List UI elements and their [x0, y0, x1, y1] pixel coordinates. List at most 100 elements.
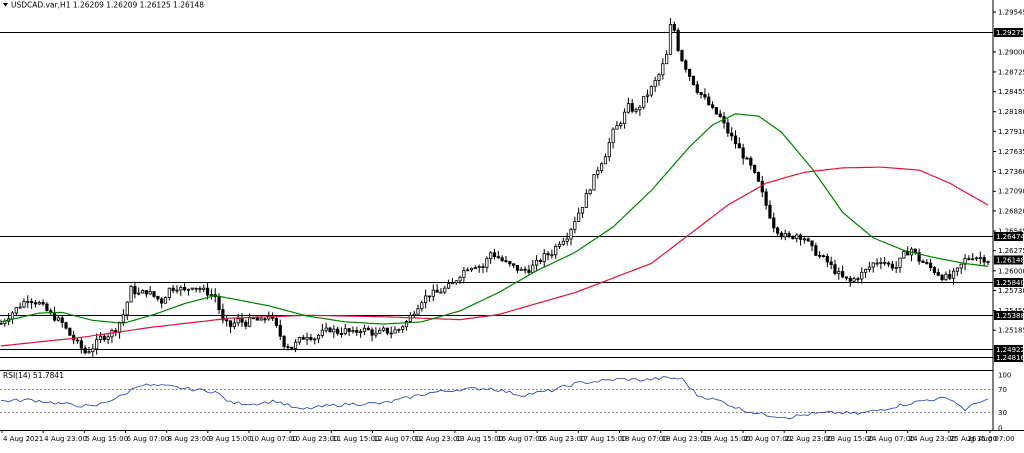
candle-body — [645, 94, 650, 97]
candle-body — [343, 328, 347, 334]
price-pane[interactable] — [0, 0, 994, 430]
candle-body — [316, 334, 321, 340]
candle-body — [867, 266, 872, 270]
candle-body — [772, 217, 776, 229]
candle-body — [607, 142, 611, 158]
candle-body — [603, 156, 608, 165]
candle-body — [538, 260, 543, 263]
level-label-text: 1.29275 — [996, 29, 1024, 37]
candle-body — [378, 329, 382, 334]
candle-body — [554, 246, 558, 256]
candle-body — [30, 301, 34, 304]
candle-body — [764, 191, 768, 206]
candle-body — [749, 157, 753, 166]
candle-body — [940, 274, 944, 281]
candle-body — [932, 267, 937, 273]
candle-body — [821, 255, 826, 258]
candle-body — [26, 301, 30, 303]
candle-body — [328, 327, 332, 333]
level-label-text: 1.25388 — [996, 312, 1024, 320]
candle-body — [833, 264, 837, 274]
time-tick-label: 8 Aug 23:00 — [168, 435, 211, 443]
candle-body — [707, 96, 711, 106]
candle-body — [144, 290, 148, 295]
symbol-dropdown-icon[interactable] — [3, 3, 8, 7]
time-tick-label: 4 Aug 2021 — [3, 435, 43, 443]
candle-body — [412, 313, 416, 316]
level-label-text: 1.26474 — [996, 233, 1024, 241]
candle-body — [469, 267, 474, 271]
candle-body — [852, 278, 856, 282]
candle-body — [297, 337, 301, 343]
candle-body — [427, 295, 432, 298]
candle-body — [726, 122, 730, 134]
candle-body — [339, 333, 344, 335]
price-tick-label: 1.27360 — [998, 168, 1024, 176]
candle-body — [841, 271, 845, 278]
candle-body — [906, 251, 910, 256]
candle-body — [653, 80, 657, 88]
candle-body — [519, 268, 523, 271]
candle-body — [871, 262, 875, 268]
candle-body — [703, 94, 707, 98]
time-tick-label: 9 Aug 15:00 — [209, 435, 252, 443]
time-tick-label: 23 Aug 15:00 — [826, 435, 873, 443]
candle-body — [454, 280, 458, 284]
candle-body — [592, 174, 596, 191]
candle-body — [565, 238, 569, 242]
candle-body — [309, 337, 313, 340]
candle-body — [56, 317, 60, 321]
candle-body — [504, 260, 508, 263]
candle-body — [619, 123, 623, 126]
candle-body — [263, 318, 267, 321]
level-price-label: 1.24816 — [994, 353, 1024, 362]
candle-body — [948, 273, 952, 279]
candle-body — [240, 318, 244, 323]
candle-body — [733, 135, 738, 145]
time-tick-label: 6 Aug 07:00 — [127, 435, 170, 443]
candle-body — [886, 262, 891, 265]
candle-body — [45, 303, 49, 311]
candle-body — [550, 254, 554, 257]
candle-body — [420, 302, 424, 310]
candle-body — [680, 50, 684, 62]
candle-body — [492, 252, 497, 258]
candle-body — [500, 257, 504, 261]
candle-body — [466, 269, 470, 272]
level-label-bg — [994, 345, 1023, 354]
candle-body — [293, 341, 298, 349]
price-tick-label: 1.26545 — [998, 227, 1024, 235]
candle-body — [186, 288, 191, 291]
candle-body — [718, 113, 722, 118]
candle-body — [37, 302, 41, 305]
candle-body — [741, 147, 745, 159]
rsi-level-label: 30 — [998, 409, 1007, 417]
rsi-pane[interactable] — [0, 376, 1024, 431]
candle-body — [18, 306, 22, 309]
candle-body — [41, 302, 45, 305]
candle-body — [282, 335, 286, 347]
candle-body — [787, 233, 791, 237]
level-label-bg — [994, 353, 1023, 362]
candle-body — [986, 261, 990, 263]
candle-body — [244, 321, 248, 327]
price-tick-label: 1.27635 — [998, 148, 1024, 156]
level-label-text: 1.24922 — [996, 346, 1024, 354]
candle-body — [248, 317, 252, 327]
candle-body — [783, 233, 787, 238]
candle-body — [810, 240, 814, 247]
candle-body — [205, 287, 210, 296]
time-tick-label: 22 Aug 23:00 — [785, 435, 832, 443]
rsi-level-label: 70 — [998, 386, 1007, 394]
candle-body — [837, 271, 841, 274]
candle-body — [573, 220, 577, 230]
candle-body — [615, 125, 619, 130]
time-tick-label: 18 Aug 07:00 — [621, 435, 668, 443]
candle-body — [446, 283, 451, 289]
candle-body — [691, 75, 696, 86]
candle-body — [508, 261, 512, 265]
candle-body — [397, 328, 401, 331]
time-tick-label: 12 Aug 23:00 — [415, 435, 462, 443]
candle-body — [462, 270, 466, 278]
